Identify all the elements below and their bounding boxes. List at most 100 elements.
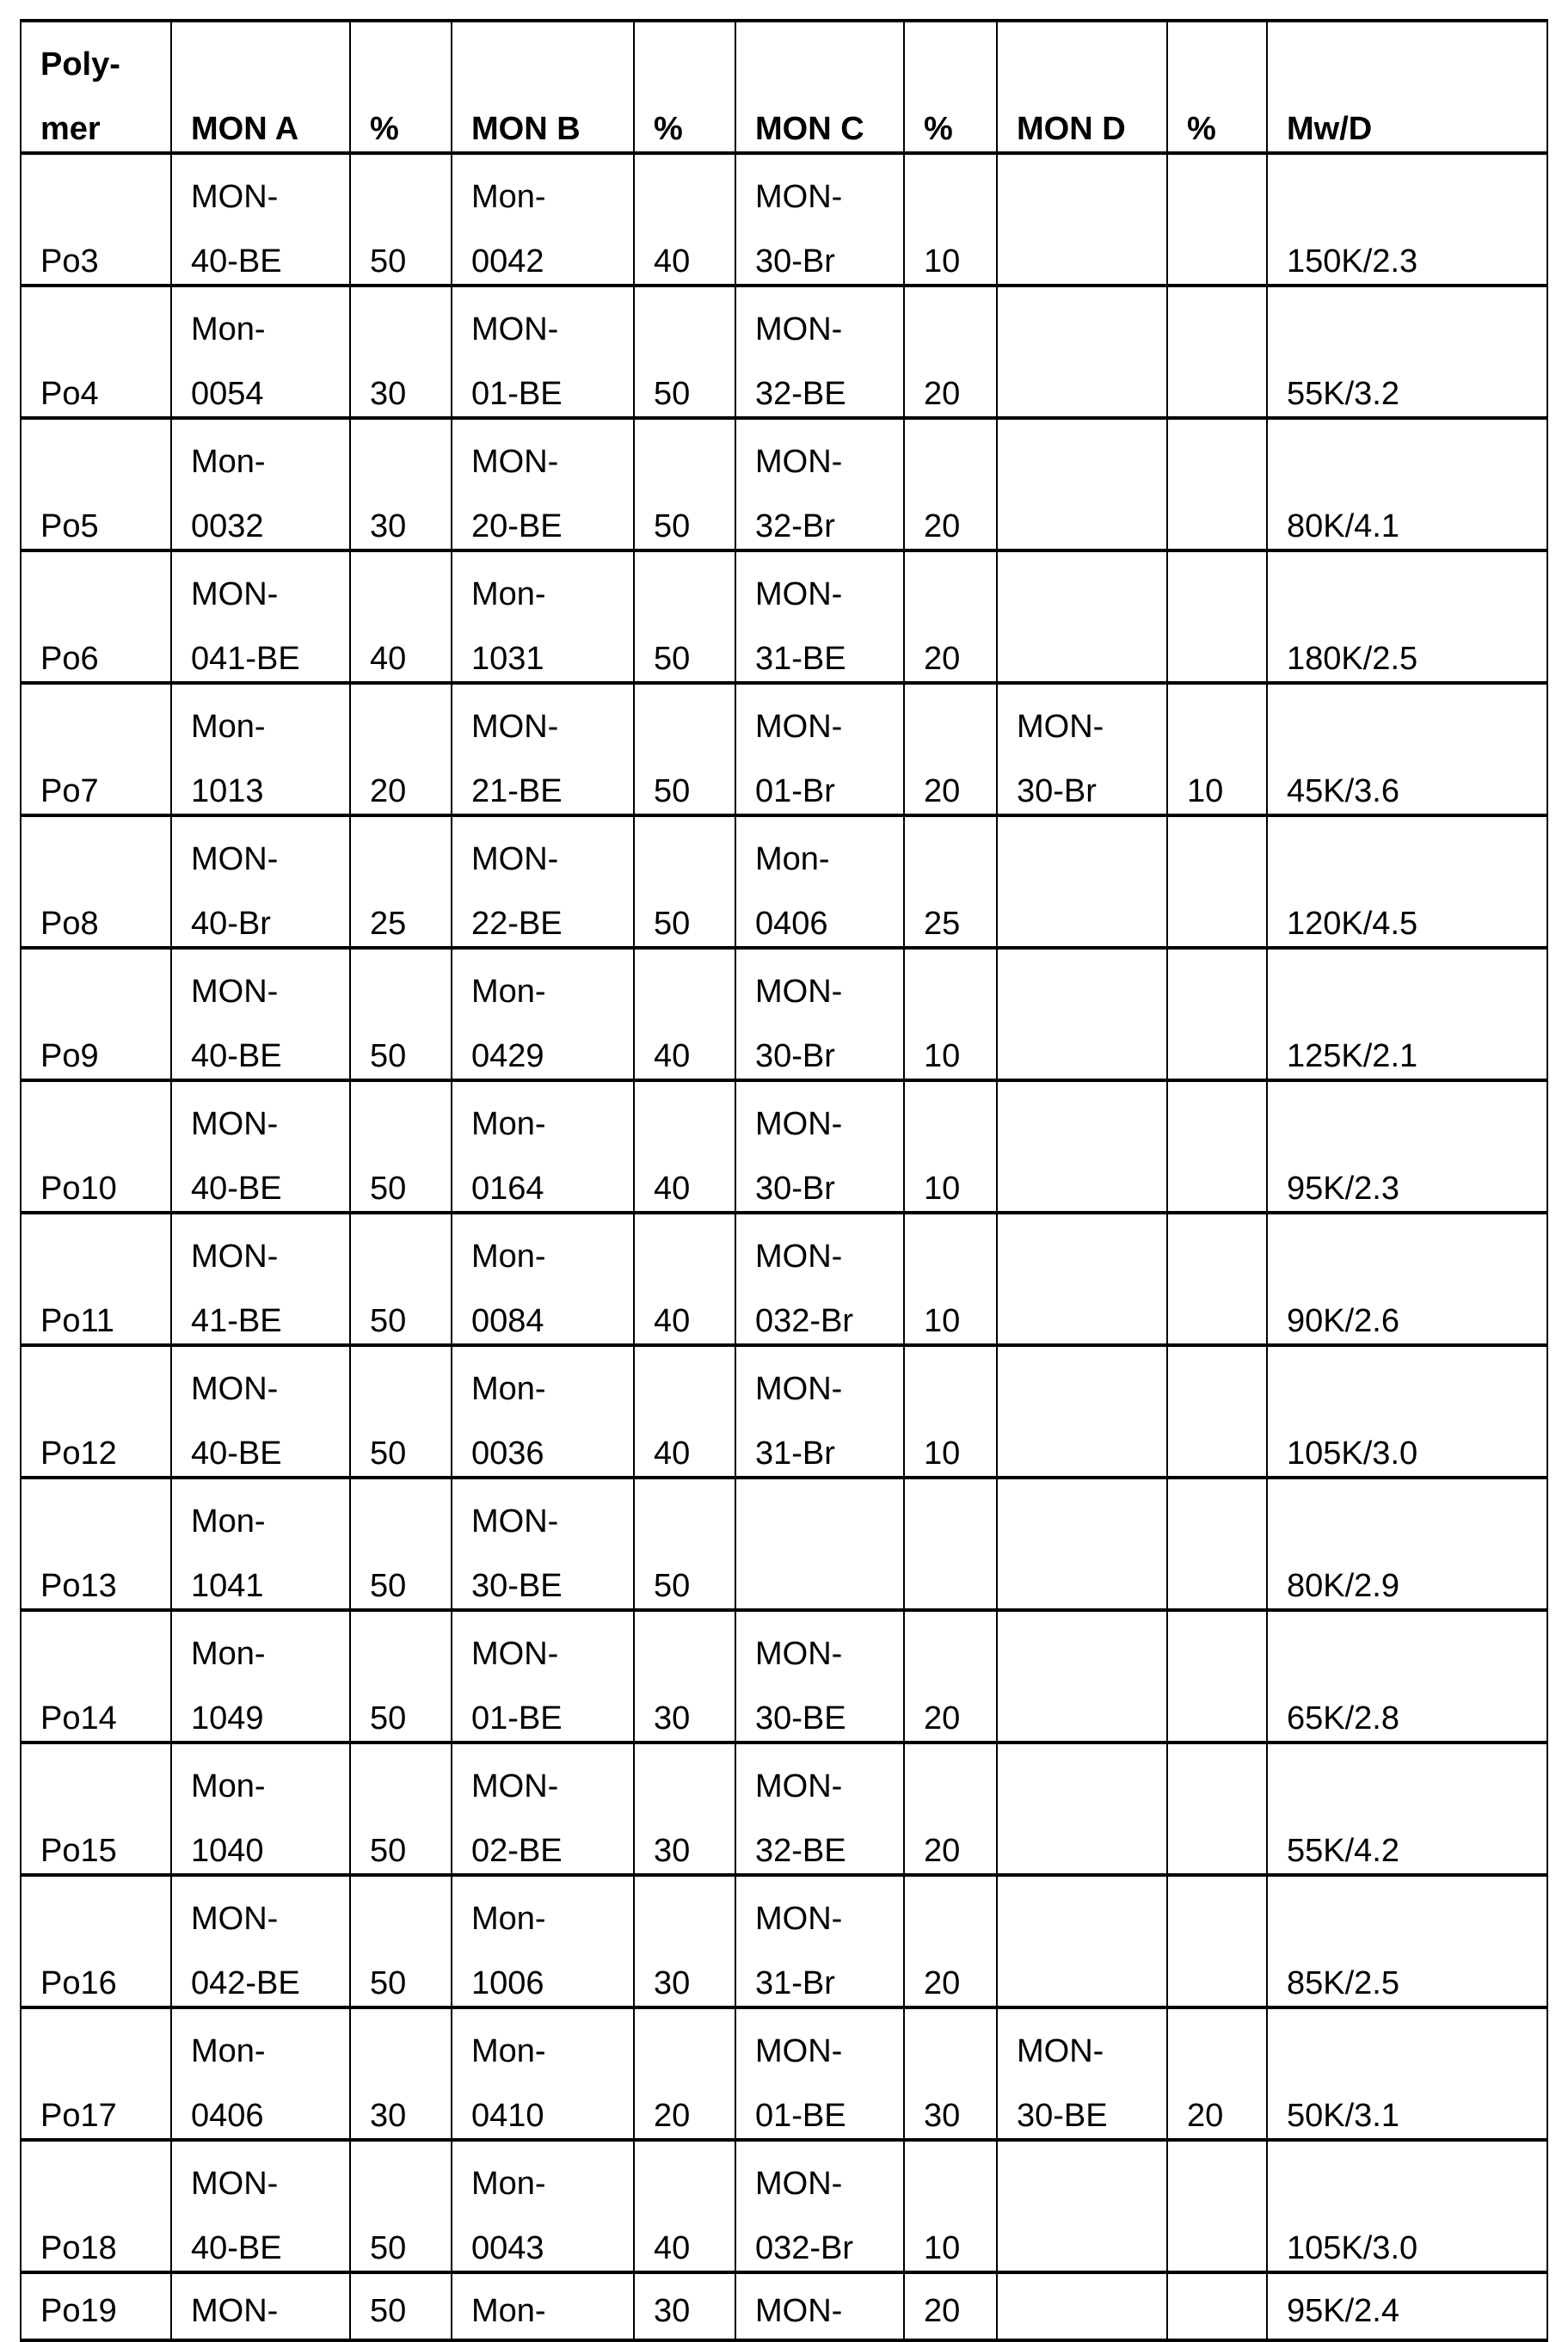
cell-text-line: 95K/2.4 [1287,2279,1546,2340]
cell-mon-d: MON-30-BE [997,2007,1167,2140]
cell-mon-a-pct: 50 [350,1213,452,1345]
cell-text-line: 55K/4.2 [1287,1819,1546,1875]
cell-text-line: 31-Br [755,1422,903,1478]
cell-text-line: 105K/3.0 [1287,1422,1546,1478]
cell-text-line: Po15 [40,1819,170,1875]
cell-text-line: Po3 [40,230,170,286]
cell-mw-d: 80K/2.9 [1267,1478,1547,1610]
cell-mon-a-pct: 50 [350,2140,452,2272]
cell-text-line: 20-BE [471,495,633,550]
cell-text-line: 50 [370,1554,451,1610]
cell-text-line: 041-BE [191,627,349,683]
cell-mw-d: 90K/2.6 [1267,1213,1547,1345]
cell-mw-d: 105K/3.0 [1267,2140,1547,2272]
cell-text-line: MON- [191,1357,349,1422]
cell-mon-b: Mon-1006 [452,1875,634,2007]
cell-text-line: 0429 [471,1024,633,1080]
cell-mon-d [997,1743,1167,1875]
cell-mon-c: MON- [735,2272,904,2340]
table-row: Po13Mon-104150MON-30-BE5080K/2.9 [21,1478,1547,1610]
cell-text-line: MON- [191,1225,349,1289]
cell-mon-a-pct: 25 [350,815,452,948]
cell-text-line: 40-BE [191,1422,349,1478]
cell-text-line: Mon- [191,2019,349,2084]
cell-mon-c: MON-31-Br [735,1875,904,2007]
cell-text-line: 0036 [471,1422,633,1478]
cell-mon-d-pct [1167,1213,1267,1345]
cell-polymer: Po3 [21,153,171,286]
cell-text-line: 30-BE [471,1554,633,1610]
cell-text-line: MON- [755,695,903,759]
cell-text-line: 40 [370,627,451,683]
cell-text-line: 25 [370,892,451,948]
cell-mon-c: MON-30-BE [735,1610,904,1743]
cell-mon-d-pct [1167,1080,1267,1213]
cell-mw-d: 125K/2.1 [1267,948,1547,1080]
cell-text-line: 042-BE [191,1952,349,2007]
cell-text-line: 31-BE [755,627,903,683]
cell-mon-b-pct: 40 [634,1345,735,1478]
cell-text-line: 0054 [191,362,349,418]
cell-mon-b-pct: 50 [634,286,735,418]
cell-polymer: Po7 [21,683,171,815]
cell-mon-d-pct [1167,418,1267,550]
header-mon-b-pct: % [634,21,735,153]
cell-text-line: MON- [755,562,903,627]
cell-text-line: Po18 [40,2216,170,2272]
cell-text-line: Mon- [471,562,633,627]
cell-mon-d [997,550,1167,683]
cell-mon-d [997,418,1167,550]
cell-text-line: MON B [471,97,633,153]
cell-text-line: Mon- [471,165,633,230]
header-mon-d-pct: % [1167,21,1267,153]
cell-text-line: 25 [924,892,996,948]
cell-text-line: MON- [755,1887,903,1952]
cell-mon-d [997,1213,1167,1345]
cell-text-line: 31-Br [755,1952,903,2007]
cell-mon-c: MON-30-Br [735,1080,904,1213]
cell-mon-d [997,1080,1167,1213]
cell-mon-c-pct: 20 [904,418,997,550]
cell-mon-c-pct: 10 [904,1345,997,1478]
cell-mw-d: 150K/2.3 [1267,153,1547,286]
cell-mon-b: MON-02-BE [452,1743,634,1875]
cell-text-line: 105K/3.0 [1287,2216,1546,2272]
cell-mon-c: MON-30-Br [735,948,904,1080]
cell-mon-b: MON-20-BE [452,418,634,550]
cell-mon-a: MON-40-BE [171,948,350,1080]
cell-mon-a-pct: 50 [350,1080,452,1213]
cell-text-line: Po10 [40,1157,170,1213]
cell-mon-a-pct: 50 [350,153,452,286]
cell-text-line: 50 [370,2279,451,2340]
cell-mw-d: 65K/2.8 [1267,1610,1547,1743]
cell-text-line: 50 [654,362,735,418]
cell-mon-c: MON-032-Br [735,1213,904,1345]
cell-text-line: 50 [654,892,735,948]
cell-mon-d [997,153,1167,286]
cell-mon-a: Mon-1040 [171,1743,350,1875]
cell-mon-d: MON-30-Br [997,683,1167,815]
cell-text-line: 1031 [471,627,633,683]
cell-text-line: Mon- [191,1622,349,1687]
cell-text-line: 0043 [471,2216,633,2272]
cell-mon-b: MON-21-BE [452,683,634,815]
cell-text-line: 1006 [471,1952,633,2007]
cell-mon-c-pct: 20 [904,550,997,683]
cell-mon-c-pct: 20 [904,286,997,418]
cell-text-line: 10 [1187,759,1266,815]
cell-text-line: Mon- [471,1092,633,1157]
header-mon-d: MON D [997,21,1167,153]
cell-text-line: 50 [654,1554,735,1610]
cell-text-line: 30 [654,2279,735,2340]
table-row: Po18MON-40-BE50Mon-004340MON-032-Br10105… [21,2140,1547,2272]
cell-text-line: 32-Br [755,495,903,550]
cell-polymer: Po4 [21,286,171,418]
cell-polymer: Po14 [21,1610,171,1743]
cell-text-line: 032-Br [755,1289,903,1345]
cell-text-line: 20 [924,495,996,550]
cell-mw-d: 85K/2.5 [1267,1875,1547,2007]
cell-text-line: 32-BE [755,362,903,418]
cell-mon-c-pct: 10 [904,2140,997,2272]
cell-mon-c: MON-01-Br [735,683,904,815]
cell-text-line: Po11 [40,1289,170,1345]
